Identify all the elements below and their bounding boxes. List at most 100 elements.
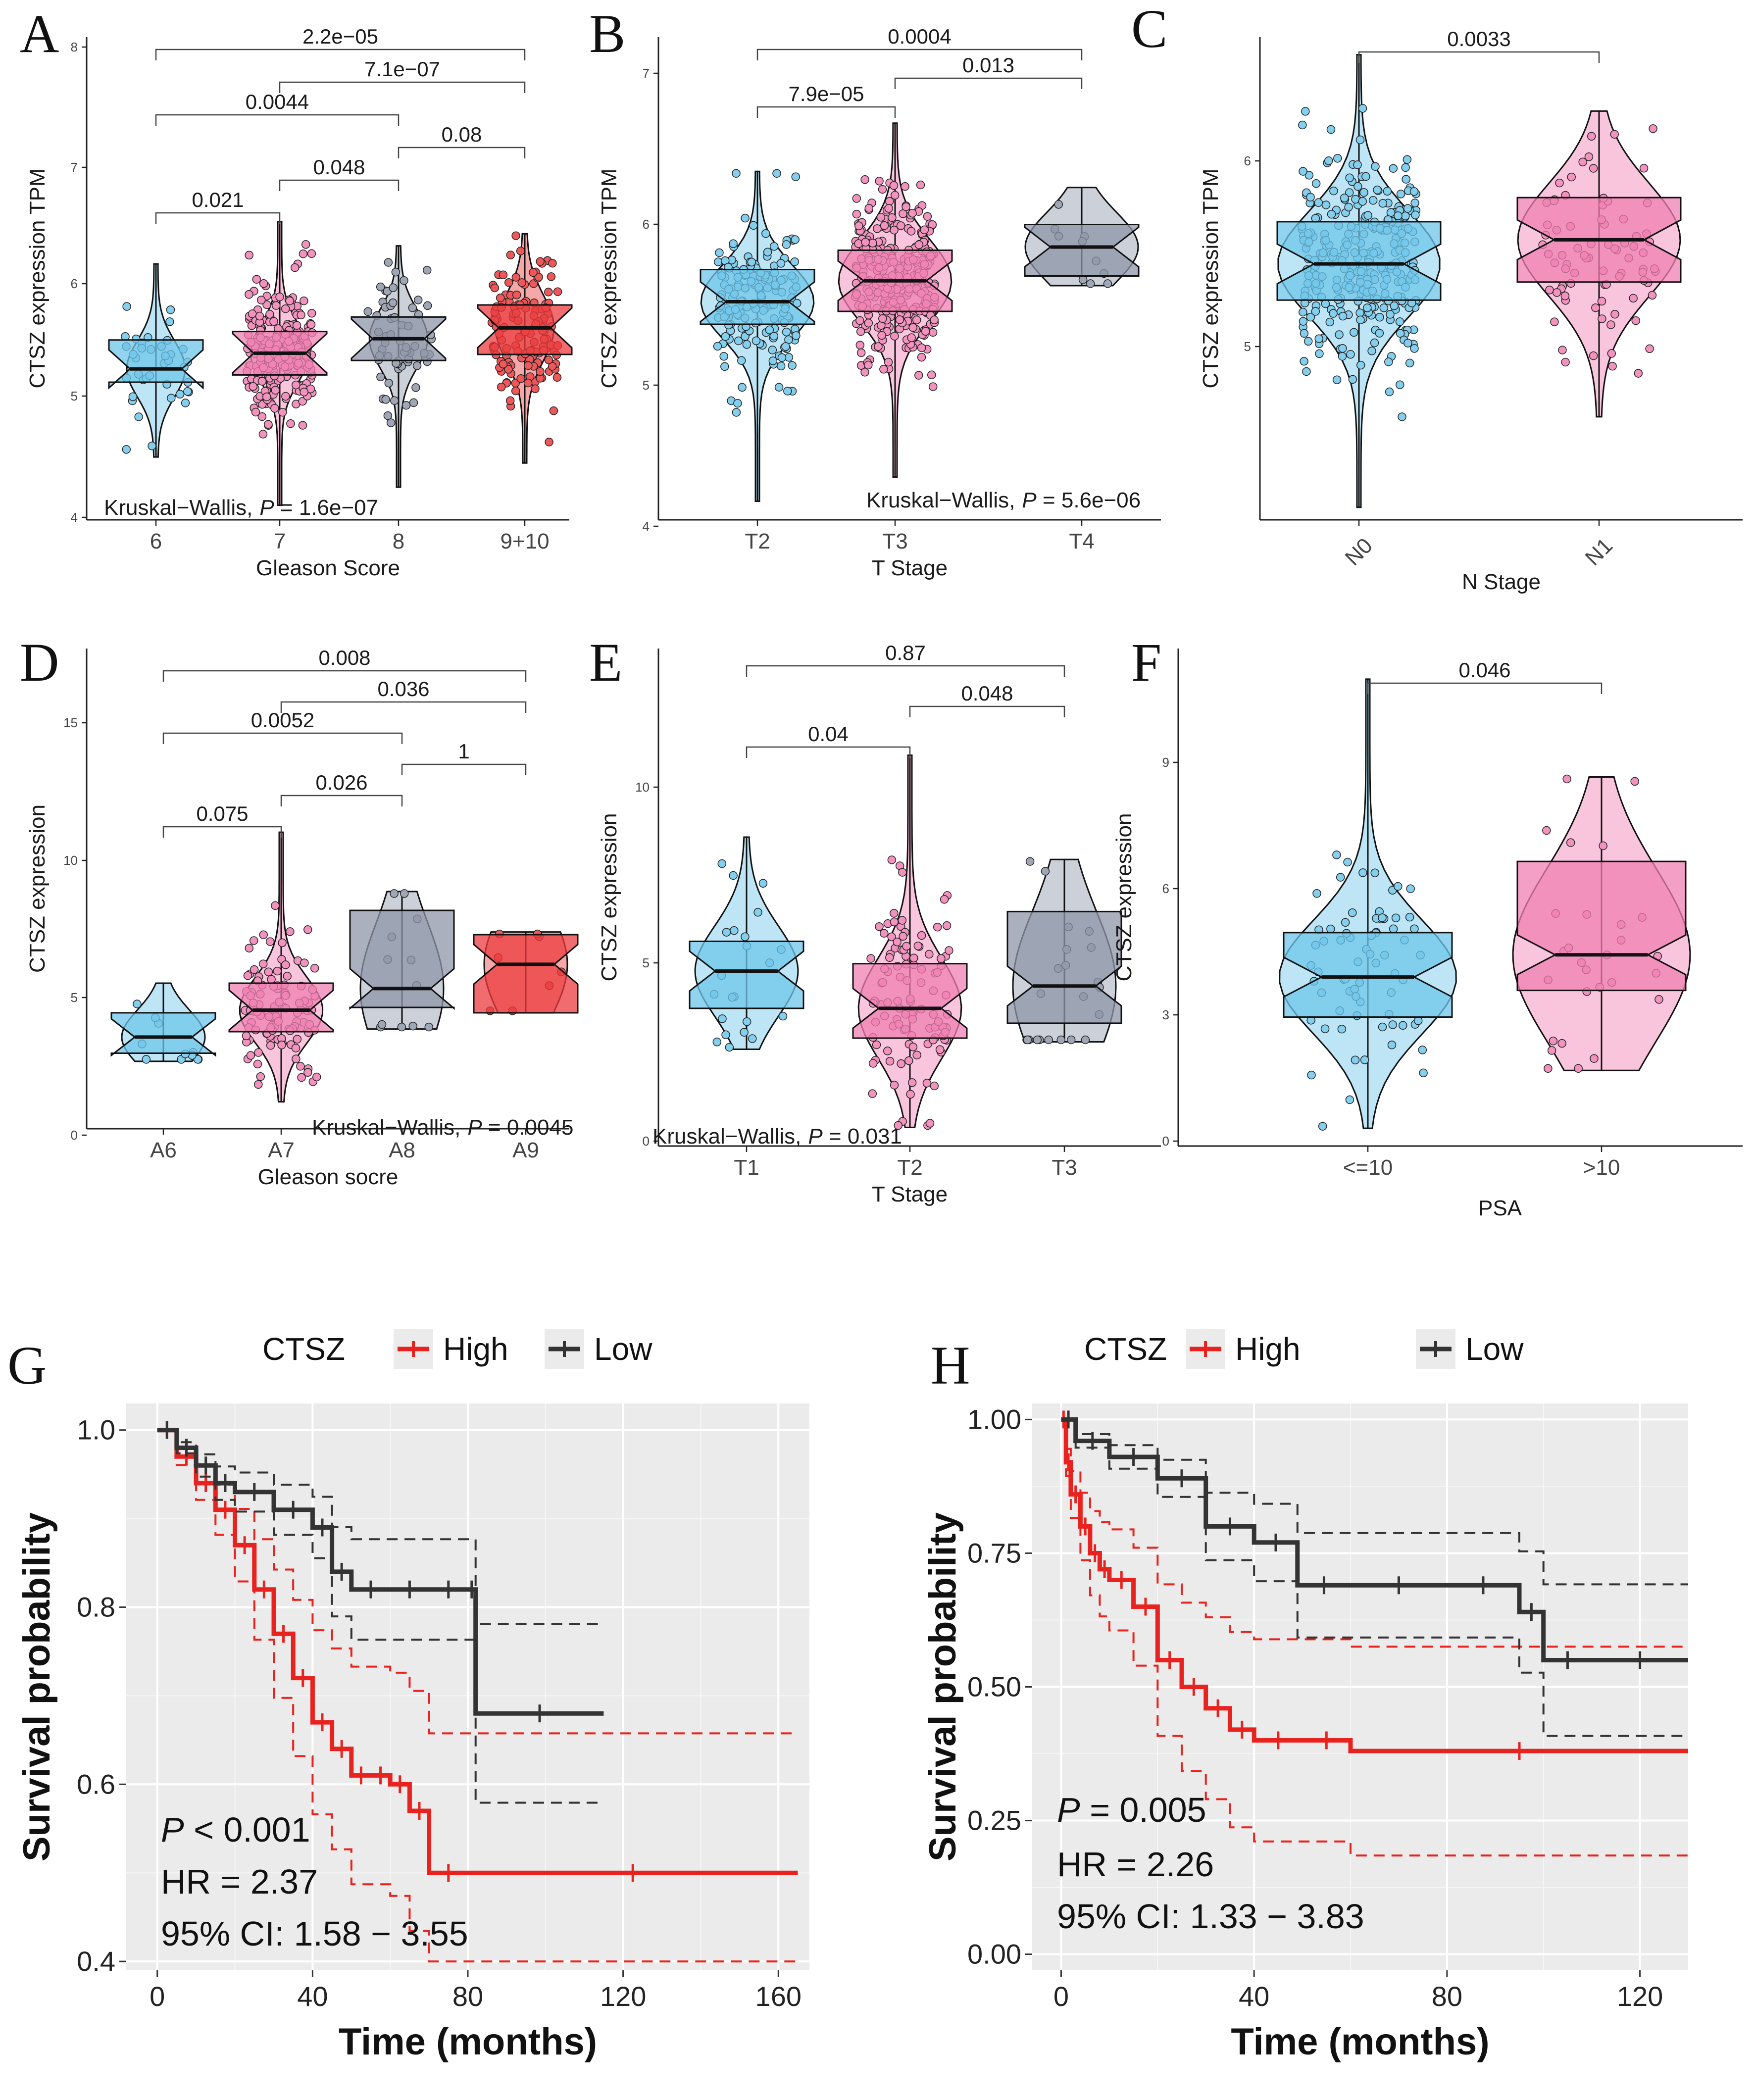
- data-point: [292, 380, 301, 390]
- data-point: [1346, 350, 1355, 359]
- data-point: [880, 221, 889, 230]
- box-<=10: [1283, 932, 1453, 1018]
- data-point: [512, 291, 521, 300]
- data-point: [777, 353, 787, 362]
- data-point: [1396, 380, 1404, 390]
- data-point: [134, 412, 143, 421]
- data-point: [713, 342, 722, 351]
- data-point: [545, 438, 553, 447]
- panel-D: 0 5 10 15 A6 A7 A8 A9 Gleason socre CTSZ expressi…: [20, 632, 579, 1189]
- y-tick-label: 0: [643, 1134, 650, 1149]
- data-point: [255, 311, 264, 321]
- data-point: [920, 225, 929, 235]
- data-point: [902, 942, 911, 951]
- data-point: [854, 221, 863, 231]
- data-point: [275, 292, 284, 301]
- data-point: [1401, 163, 1410, 172]
- data-point: [1356, 360, 1365, 370]
- p-value-annotation: P = 0.005: [1057, 1791, 1206, 1829]
- kruskal-wallis-label: Kruskal−Wallis, P = 5.6e−06: [866, 488, 1141, 512]
- data-point: [303, 925, 312, 934]
- data-point: [890, 191, 900, 200]
- data-point: [1025, 857, 1035, 866]
- data-point: [1086, 279, 1095, 288]
- data-point: [776, 259, 786, 268]
- data-point: [258, 430, 268, 439]
- data-point: [885, 1056, 895, 1066]
- data-point: [1542, 826, 1551, 835]
- data-point: [1567, 172, 1576, 182]
- x-axis-title: Gleason socre: [258, 1165, 399, 1189]
- data-point: [1341, 918, 1350, 927]
- data-point: [1413, 1016, 1423, 1025]
- x-tick-label: T3: [882, 529, 907, 553]
- data-point: [384, 258, 393, 267]
- data-point: [914, 371, 923, 380]
- ci-lower-high: [157, 1429, 798, 1963]
- panel-letter: D: [20, 632, 59, 693]
- data-point: [1312, 889, 1321, 898]
- data-point: [271, 301, 281, 310]
- y-tick-label: 4: [71, 510, 78, 525]
- data-point: [1348, 375, 1357, 384]
- data-point: [142, 1055, 151, 1064]
- data-point: [729, 239, 738, 249]
- data-point: [1418, 1046, 1427, 1054]
- panel-letter: A: [20, 3, 59, 64]
- y-tick-label: 0.25: [967, 1805, 1021, 1836]
- data-point: [265, 310, 274, 319]
- data-point: [1326, 924, 1335, 934]
- data-point: [898, 868, 907, 877]
- x-tick-label: 0: [1053, 1981, 1069, 2012]
- panel-B: 4 5 6 7 T2 T3 T4 T Stage CTSZ expression TPM B 7.9…: [589, 3, 1161, 580]
- comparison-bracket: [162, 826, 282, 838]
- data-point: [424, 1022, 434, 1032]
- data-point: [1555, 178, 1564, 188]
- data-point: [875, 922, 884, 931]
- data-point: [1298, 120, 1307, 130]
- y-tick-label: 0.50: [967, 1671, 1021, 1702]
- data-point: [1401, 211, 1410, 221]
- data-point: [1599, 841, 1607, 850]
- test-p-symbol: P: [808, 1124, 823, 1149]
- survival-curve-low: [1061, 1417, 1688, 1662]
- data-point: [377, 1020, 387, 1029]
- data-point: [1419, 1068, 1428, 1078]
- data-point: [363, 307, 372, 316]
- x-tick-label: N1: [1581, 534, 1617, 570]
- data-point: [1337, 1024, 1347, 1034]
- data-point: [1332, 375, 1342, 385]
- y-axis-title: CTSZ expression: [25, 804, 50, 973]
- comparison-bracket: [162, 670, 527, 682]
- data-point: [1562, 774, 1571, 784]
- data-point: [872, 1040, 881, 1050]
- data-point: [504, 278, 513, 287]
- data-point: [1386, 310, 1395, 319]
- data-point: [1552, 288, 1561, 297]
- data-point: [1311, 307, 1320, 316]
- data-point: [547, 272, 556, 281]
- x-tick-label: 8: [393, 529, 404, 553]
- x-tick-label: 7: [274, 529, 286, 553]
- kruskal-wallis-label: Kruskal−Wallis, P = 1.6e−07: [104, 496, 378, 520]
- data-point: [122, 445, 131, 454]
- data-point: [408, 303, 417, 312]
- data-point: [490, 283, 500, 293]
- data-point: [1333, 154, 1342, 163]
- data-point: [912, 315, 921, 325]
- data-point: [792, 331, 801, 340]
- data-point: [1370, 868, 1380, 877]
- p-value-annotation: P < 0.001: [161, 1810, 310, 1849]
- x-tick-label: 40: [1239, 1981, 1269, 2012]
- data-point: [523, 378, 533, 388]
- data-point: [409, 398, 418, 407]
- data-point: [423, 301, 432, 310]
- data-point: [1033, 1035, 1042, 1045]
- data-point: [742, 340, 752, 349]
- data-point: [303, 1068, 312, 1077]
- comparison-bracket: [162, 732, 403, 744]
- data-point: [264, 420, 273, 429]
- data-point: [1066, 1035, 1076, 1045]
- data-point: [281, 392, 290, 401]
- data-point: [1378, 1022, 1387, 1032]
